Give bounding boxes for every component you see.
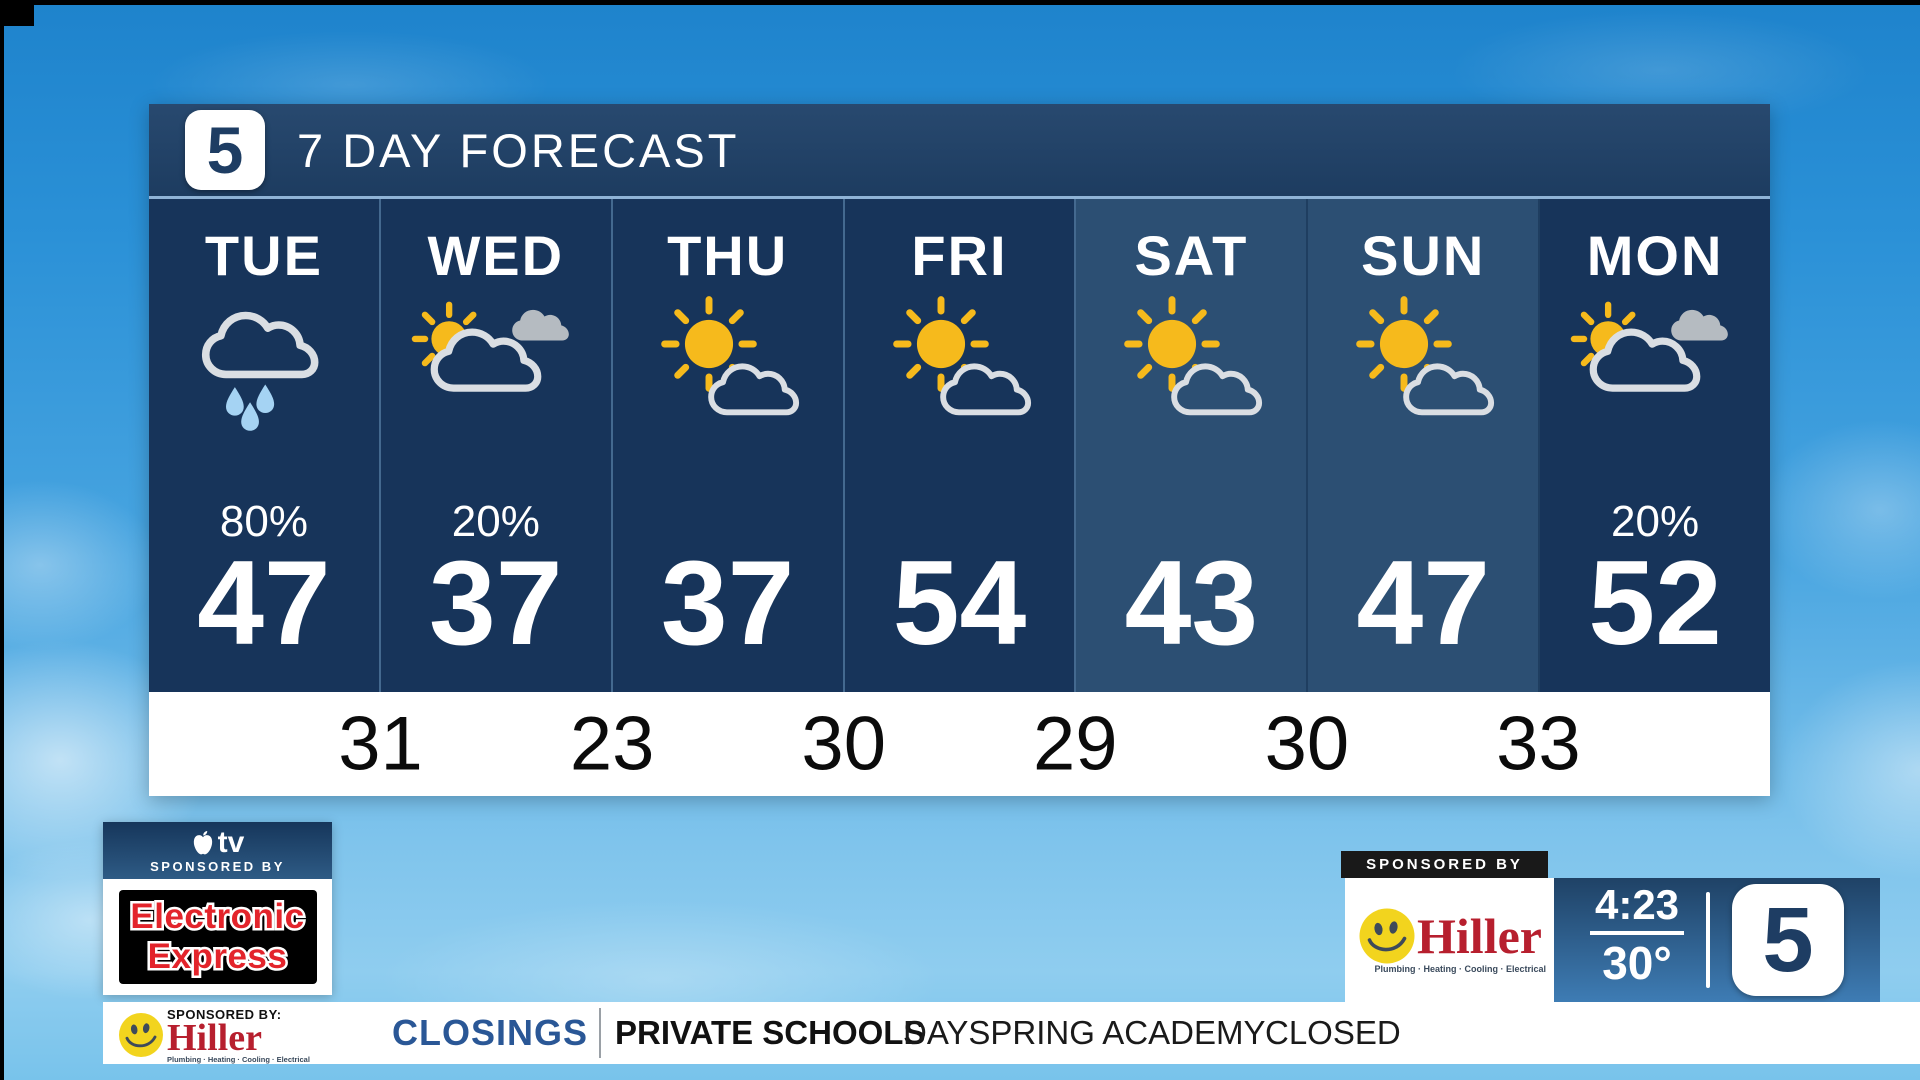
high-temp: 47: [1356, 536, 1490, 670]
electronic-express-logo: Electronic Express: [118, 890, 317, 984]
high-temp: 47: [197, 536, 331, 670]
overnight-lows-bar: 31 23 30 29 30 33: [149, 692, 1770, 796]
ticker-divider: [599, 1008, 601, 1058]
precip-chance: 80%: [219, 497, 308, 546]
channel-5-logo-glyph: 5: [1762, 889, 1814, 991]
sky-cloud: [1780, 660, 1920, 880]
current-temp: 30°: [1602, 937, 1672, 989]
sun-behind-clouds-icon: [401, 293, 591, 433]
sun-with-cloud-icon: [1096, 293, 1286, 433]
overnight-low: 30: [1264, 701, 1350, 787]
apple-logo-icon: [191, 829, 215, 857]
closing-category: PRIVATE SCHOOLS: [615, 1014, 926, 1051]
day-label: MON: [1586, 224, 1724, 287]
frame-edge-left: [0, 0, 4, 1080]
hiller-name: Hiller: [1417, 908, 1542, 964]
day-label: WED: [427, 224, 565, 287]
overnight-low: 23: [569, 701, 655, 787]
forecast-column-mon: MON 20% 52: [1540, 199, 1771, 692]
seven-day-forecast-panel: 5 7 DAY FORECAST TUE 80% 47 WED 20% 37 T…: [149, 104, 1771, 796]
closing-status: CLOSED: [1265, 1014, 1401, 1051]
day-label: SUN: [1361, 224, 1486, 287]
sky-cloud: [1760, 420, 1920, 600]
time-temp-bug: 4:23 30°: [1576, 884, 1698, 986]
apple-tv-label: tv: [217, 825, 245, 859]
forecast-column-tue: TUE 80% 47: [149, 199, 381, 692]
advertiser-logo-area: Electronic Express: [103, 879, 332, 995]
closings-ticker: SPONSORED BY: Hiller Plumbing · Heating …: [103, 1002, 1920, 1064]
high-temp: 43: [1124, 536, 1259, 670]
smiley-face-icon: [1357, 906, 1417, 966]
ticker-sponsor-hiller: SPONSORED BY: Hiller Plumbing · Heating …: [117, 1007, 310, 1064]
closing-entry: DAYSPRING ACADEMY: [903, 1014, 1266, 1051]
forecast-column-wed: WED 20% 37: [380, 199, 613, 692]
day-label: TUE: [204, 224, 323, 287]
precip-chance: 20%: [1611, 497, 1700, 546]
smiley-face-icon: [117, 1011, 165, 1059]
hiller-logo-box: Hiller Plumbing · Heating · Cooling · El…: [1345, 878, 1554, 1002]
hiller-tagline: Plumbing · Heating · Cooling · Electrica…: [1374, 964, 1546, 974]
sponsored-by-label: SPONSORED BY:: [167, 1007, 282, 1022]
high-temp: 37: [660, 536, 795, 670]
overnight-low: 33: [1496, 701, 1581, 787]
forecast-column-thu: THU 37: [612, 199, 845, 692]
clock-divider: [1706, 892, 1710, 988]
apple-tv-logo: tv: [191, 825, 245, 859]
forecast-header: 5 7 DAY FORECAST: [149, 104, 1770, 199]
day-label: FRI: [911, 224, 1008, 287]
overnight-low: 31: [338, 701, 423, 787]
hiller-logo: Hiller: [1357, 906, 1542, 966]
hiller-name: Hiller: [167, 1017, 262, 1059]
frame-edge-top: [0, 0, 1920, 5]
channel-5-logo: 5: [185, 110, 265, 190]
electronic-express-line1: Electronic: [128, 895, 307, 939]
current-time: 4:23: [1589, 884, 1685, 935]
overnight-low: 29: [1033, 701, 1118, 787]
sun-with-cloud-icon: [865, 293, 1055, 433]
channel-5-logo-glyph: 5: [206, 113, 244, 187]
sky-cloud: [0, 480, 160, 650]
forecast-column-fri: FRI 54: [844, 199, 1077, 692]
precip-chance: 20%: [451, 497, 540, 546]
sponsored-by-label: SPONSORED BY: [150, 858, 285, 874]
sun-with-cloud-icon: [1328, 293, 1518, 433]
sun-with-cloud-icon: [633, 293, 823, 433]
high-temp: 37: [429, 536, 563, 670]
high-temp: 52: [1588, 536, 1722, 670]
channel-5-logo: 5: [1732, 884, 1844, 996]
appletv-header: tv SPONSORED BY: [103, 822, 332, 879]
day-label: THU: [667, 224, 789, 287]
sponsor-block-appletv: tv SPONSORED BY Electronic Express: [103, 822, 332, 995]
sponsored-by-label: SPONSORED BY: [1366, 856, 1523, 873]
high-temp: 54: [892, 536, 1027, 670]
forecast-column-sat: SAT 43: [1076, 199, 1309, 692]
day-label: SAT: [1134, 224, 1249, 287]
sponsored-by-bar: SPONSORED BY: [1341, 851, 1548, 878]
frame-corner-black: [0, 0, 34, 26]
hiller-tagline: Plumbing · Heating · Cooling · Electrica…: [167, 1055, 310, 1064]
sun-behind-clouds-icon: [1560, 293, 1750, 433]
forecast-column-sun: SUN 47: [1308, 199, 1541, 692]
electronic-express-line2: Express: [145, 935, 289, 979]
forecast-columns: TUE 80% 47 WED 20% 37 THU 37 FRI: [149, 199, 1771, 692]
rain-cloud-icon: [169, 293, 359, 433]
forecast-title: 7 DAY FORECAST: [297, 123, 740, 177]
overnight-low: 30: [801, 701, 886, 787]
closings-label: CLOSINGS: [392, 1012, 589, 1053]
